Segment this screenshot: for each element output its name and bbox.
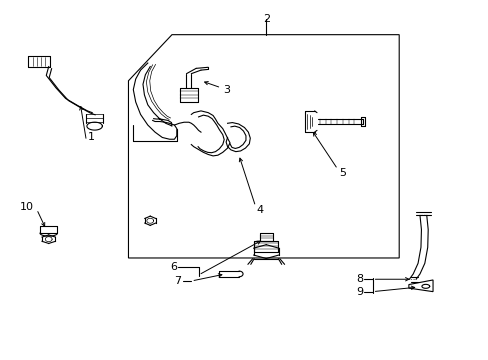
Text: 6: 6 (169, 262, 177, 272)
Text: 5: 5 (338, 168, 345, 178)
Text: 9: 9 (355, 287, 362, 297)
Text: 1: 1 (87, 132, 94, 143)
Text: 8: 8 (355, 274, 362, 284)
Polygon shape (409, 215, 427, 279)
Text: 10: 10 (20, 202, 34, 212)
Text: 4: 4 (256, 205, 263, 215)
Text: 7: 7 (174, 276, 181, 286)
Text: 2: 2 (262, 14, 269, 24)
Text: 3: 3 (223, 85, 229, 95)
